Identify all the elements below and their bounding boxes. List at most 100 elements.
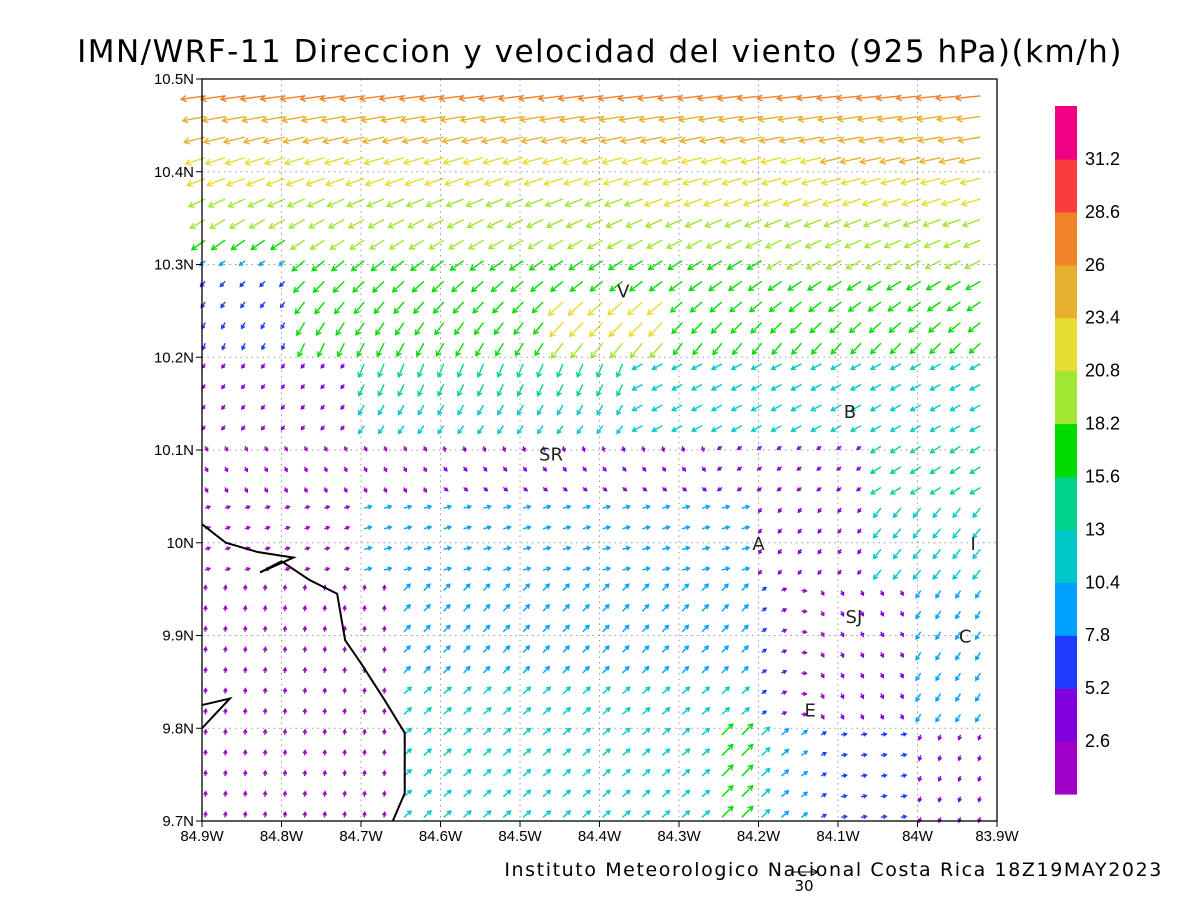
- wind-arrow-shaft: [668, 260, 683, 270]
- wind-arrow-head: [669, 306, 677, 313]
- wind-arrow-head: [417, 371, 423, 379]
- wind-arrow: [959, 177, 981, 186]
- wind-arrow-head: [343, 447, 348, 452]
- wind-arrow-head: [949, 406, 956, 412]
- wind-arrow: [523, 504, 532, 510]
- wind-arrow-shaft: [701, 789, 710, 798]
- wind-arrow-shaft: [879, 157, 901, 163]
- wind-arrow: [503, 566, 512, 572]
- wind-arrow-head: [282, 790, 288, 796]
- wind-arrow: [324, 177, 345, 187]
- wind-arrow-head: [782, 690, 788, 695]
- wind-arrow: [751, 342, 763, 356]
- wind-arrow-head: [836, 445, 841, 451]
- wind-arrow-shaft: [423, 686, 432, 695]
- wind-arrow: [840, 693, 845, 700]
- wind-arrow-head: [843, 242, 851, 249]
- wind-arrow-head: [730, 406, 737, 412]
- wind-arrow: [858, 157, 882, 165]
- wind-arrow: [362, 810, 367, 818]
- wind-arrow-head: [342, 687, 347, 693]
- wind-arrow: [817, 528, 822, 534]
- wind-arrow-shaft: [870, 445, 882, 454]
- wind-arrow-head: [586, 504, 592, 510]
- wind-arrow-head: [501, 158, 510, 166]
- wind-arrow-head: [563, 487, 568, 492]
- wind-arrow-head: [879, 715, 885, 720]
- wind-arrow: [545, 218, 564, 229]
- wind-arrow-shaft: [778, 115, 802, 121]
- wind-arrow-head: [546, 566, 552, 572]
- wind-arrow-shaft: [562, 707, 571, 715]
- wind-arrow-shaft: [463, 686, 472, 695]
- wind-arrow: [224, 546, 232, 551]
- wind-arrow: [801, 750, 809, 757]
- wind-arrow: [342, 584, 347, 591]
- wind-arrow-head: [843, 773, 848, 778]
- wind-arrow-head: [368, 243, 376, 250]
- wind-arrow: [302, 810, 308, 818]
- wind-arrow-shaft: [622, 728, 631, 736]
- wind-arrow: [761, 177, 782, 186]
- wind-arrow-head: [835, 94, 843, 102]
- wind-arrow-head: [294, 308, 301, 315]
- wind-arrow: [671, 404, 683, 412]
- wind-arrow: [322, 769, 328, 777]
- wind-arrow-shaft: [810, 322, 822, 334]
- wind-arrow-head: [830, 348, 837, 355]
- wind-arrow-head: [946, 305, 953, 312]
- wind-arrow: [428, 239, 445, 250]
- wind-arrow: [244, 157, 266, 166]
- wind-arrow-shaft: [722, 177, 742, 185]
- wind-arrow-head: [860, 653, 865, 659]
- wind-arrow-head: [388, 243, 396, 250]
- wind-arrow-shaft: [903, 218, 921, 227]
- wind-arrow: [443, 748, 452, 756]
- wind-arrow-shaft: [550, 342, 564, 359]
- wind-arrow-head: [704, 603, 710, 610]
- wind-arrow: [636, 94, 663, 102]
- wind-arrow: [522, 748, 532, 756]
- wind-arrow: [721, 784, 734, 798]
- wind-arrow: [810, 363, 822, 371]
- wind-arrow: [977, 755, 982, 762]
- wind-arrow-head: [665, 810, 671, 816]
- wind-arrow-shaft: [685, 218, 703, 228]
- wind-arrow: [830, 363, 842, 371]
- wind-arrow: [542, 525, 552, 531]
- wind-arrow: [436, 363, 445, 379]
- wind-arrow-head: [302, 666, 308, 672]
- wind-arrow-head: [283, 488, 288, 494]
- wind-arrow-head: [725, 242, 733, 249]
- wind-arrow: [915, 652, 922, 661]
- wind-arrow: [602, 768, 611, 777]
- wind-arrow-head: [665, 545, 671, 551]
- wind-arrow: [562, 545, 572, 551]
- wind-arrow: [806, 280, 822, 291]
- wind-arrow-head: [242, 625, 248, 631]
- wind-arrow: [897, 136, 921, 144]
- wind-arrow-shaft: [738, 115, 762, 121]
- wind-arrow-head: [404, 179, 412, 187]
- wind-arrow: [343, 466, 348, 473]
- wind-arrow: [879, 177, 901, 186]
- wind-arrow-shaft: [969, 342, 981, 354]
- wind-arrow-head: [836, 466, 841, 471]
- wind-arrow-shaft: [503, 157, 524, 164]
- wind-arrow-head: [651, 364, 657, 371]
- wind-arrow: [664, 218, 683, 229]
- wind-arrow-shaft: [384, 157, 405, 164]
- wind-arrow-shaft: [917, 115, 941, 121]
- wind-arrow: [562, 583, 571, 592]
- wind-arrow-shaft: [502, 645, 510, 653]
- wind-arrow-head: [305, 546, 311, 551]
- wind-arrow: [204, 546, 212, 551]
- wind-arrow-head: [645, 525, 651, 531]
- wind-arrow-head: [796, 466, 801, 471]
- wind-arrow-head: [747, 784, 754, 792]
- wind-arrow-shaft: [410, 260, 425, 271]
- wind-arrow-shaft: [681, 583, 689, 592]
- wind-arrow-head: [959, 178, 967, 186]
- wind-arrow-head: [705, 504, 711, 510]
- wind-arrow-head: [465, 200, 473, 208]
